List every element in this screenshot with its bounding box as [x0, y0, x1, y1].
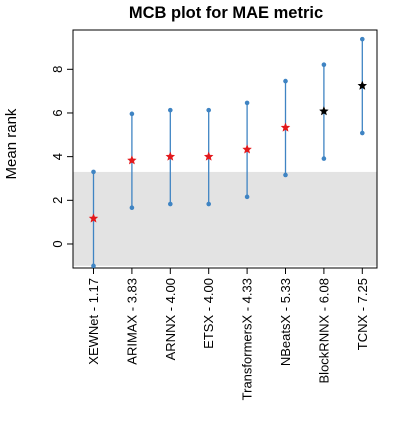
y-tick-label: 0: [50, 240, 65, 247]
interval-upper-point: [321, 62, 327, 68]
interval-lower-point: [360, 130, 365, 136]
x-tick-label: TransformersX - 4.33: [240, 278, 255, 400]
y-axis-label: Mean rank: [3, 108, 20, 179]
y-tick-label: 2: [50, 197, 65, 204]
interval-lower-point: [91, 263, 96, 269]
mean-rank-point: [88, 213, 99, 223]
x-tick-label: NBeatsX - 5.33: [278, 278, 293, 366]
x-tick-label: TCNX - 7.25: [355, 278, 370, 350]
mean-rank-point: [357, 80, 368, 90]
interval-upper-point: [91, 169, 96, 175]
x-tick-label: ARIMAX - 3.83: [124, 278, 139, 365]
x-tick-label: ARNNX - 4.00: [163, 278, 178, 360]
interval-upper-point: [283, 78, 288, 84]
interval-lower-point: [283, 172, 288, 178]
mean-rank-point: [280, 122, 291, 132]
mean-rank-point: [242, 144, 252, 154]
y-tick-label: 4: [50, 153, 65, 160]
mean-rank-point: [165, 151, 176, 161]
interval-upper-point: [360, 36, 365, 42]
mean-rank-point: [127, 155, 137, 165]
plot-area: 0 2 4 6 8 XEWNet - 1.17 ARIMAX - 3.83 ARNNX - 4…: [50, 29, 378, 400]
interval-upper-point: [244, 100, 250, 106]
plot-frame: [72, 29, 378, 269]
interval-lower-point: [168, 201, 173, 207]
interval-upper-point: [168, 107, 173, 113]
interval-lower-point: [321, 156, 327, 161]
x-tick-label: XEWNet - 1.17: [86, 278, 101, 365]
interval-upper-point: [129, 111, 135, 117]
y-tick-label: 8: [50, 66, 65, 73]
chart-title: MCB plot for MAE metric: [129, 4, 323, 22]
y-tick-label: 6: [50, 109, 65, 116]
x-tick-label: ETSX - 4.00: [201, 278, 216, 349]
interval-lower-point: [206, 201, 211, 207]
interval-lower-point: [244, 194, 250, 200]
x-tick-label: BlockRNNX - 6.08: [316, 278, 331, 383]
confidence-band: [73, 171, 377, 266]
interval-lower-point: [129, 205, 135, 211]
mean-rank-point: [319, 106, 329, 116]
interval-upper-point: [206, 107, 211, 113]
mean-rank-point: [203, 151, 214, 161]
